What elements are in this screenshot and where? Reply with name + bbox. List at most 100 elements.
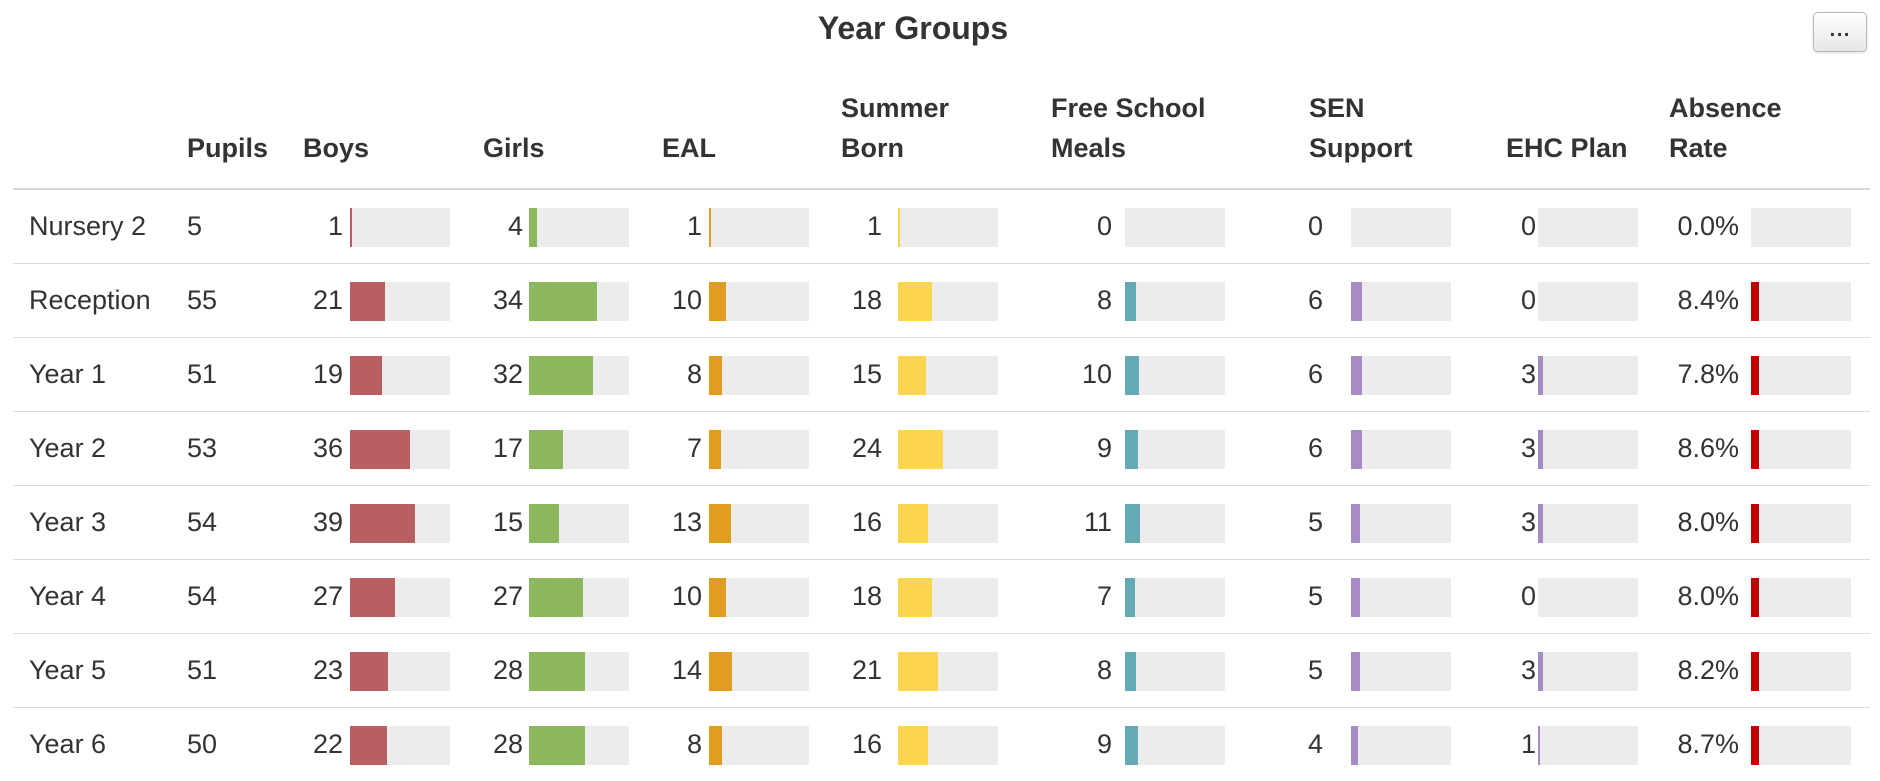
absence-bar (1751, 356, 1851, 395)
table-row[interactable]: Year 4 54 27 27 10 18 7 5 0 8.0% (13, 560, 1870, 634)
year-groups-table: Pupils Boys Girls EAL Summer Born Free Sc… (13, 80, 1870, 781)
ehc-bar (1538, 208, 1638, 247)
ehc-bar (1538, 652, 1638, 691)
fsm-value: 8 (1096, 655, 1112, 685)
summer-bar-fill (898, 208, 900, 247)
girls-bar-fill (529, 282, 597, 321)
girls-bar-fill (529, 504, 559, 543)
fsm-bar-fill (1125, 504, 1141, 543)
eal-bar (709, 356, 809, 395)
fsm-bar-fill (1125, 726, 1138, 765)
ehc-bar-fill (1538, 504, 1544, 543)
sen-value: 5 (1307, 655, 1323, 685)
pupils-count: 5 (187, 211, 203, 241)
table-row[interactable]: Year 6 50 22 28 8 16 9 4 1 8.7% (13, 708, 1870, 781)
ehc-bar (1538, 578, 1638, 617)
table-row[interactable]: Year 2 53 36 17 7 24 9 6 3 8.6% (13, 412, 1870, 486)
table-body: Nursery 2 5 1 4 1 1 0 0 0 0.0% Reception 55 21 34 10 18… (13, 190, 1870, 781)
absence-bar-fill (1751, 578, 1759, 617)
eal-bar-fill (709, 356, 723, 395)
absence-bar-fill (1751, 652, 1759, 691)
summer-bar-fill (898, 652, 938, 691)
fsm-bar (1125, 578, 1225, 617)
boys-bar-fill (350, 356, 382, 395)
ehc-value: 3 (1520, 433, 1536, 463)
summer-bar (898, 430, 998, 469)
boys-value: 23 (312, 655, 343, 685)
header-free-school-meals[interactable]: Free School Meals (1051, 93, 1206, 163)
eal-bar-fill (709, 652, 733, 691)
header-ehc-plan[interactable]: EHC Plan (1506, 133, 1628, 163)
summer-bar-fill (898, 430, 944, 469)
girls-value: 28 (492, 655, 523, 685)
summer-bar (898, 208, 998, 247)
ehc-bar (1538, 282, 1638, 321)
ehc-value: 1 (1520, 729, 1536, 759)
sen-bar-fill (1351, 356, 1362, 395)
fsm-bar (1125, 726, 1225, 765)
girls-value: 34 (492, 285, 523, 315)
header-sen-support[interactable]: SEN Support (1309, 93, 1413, 163)
table-header: Pupils Boys Girls EAL Summer Born Free Sc… (13, 80, 1870, 190)
summer-value: 16 (851, 729, 882, 759)
summer-bar (898, 578, 998, 617)
ehc-bar-fill (1538, 726, 1540, 765)
summer-bar-fill (898, 578, 932, 617)
absence-value: 7.8% (1677, 359, 1739, 389)
table-row[interactable]: Reception 55 21 34 10 18 8 6 0 8.4% (13, 264, 1870, 338)
girls-bar-fill (529, 578, 583, 617)
girls-bar (529, 430, 629, 469)
girls-bar (529, 282, 629, 321)
header-eal[interactable]: EAL (662, 133, 716, 163)
summer-value: 1 (866, 211, 882, 241)
absence-bar-fill (1751, 282, 1759, 321)
eal-bar-fill (709, 282, 726, 321)
summer-bar-fill (898, 726, 929, 765)
table-row[interactable]: Nursery 2 5 1 4 1 1 0 0 0 0.0% (13, 190, 1870, 264)
boys-bar-fill (350, 578, 395, 617)
boys-bar-fill (350, 504, 415, 543)
sen-value: 6 (1307, 359, 1323, 389)
table-row[interactable]: Year 3 54 39 15 13 16 11 5 3 8.0% (13, 486, 1870, 560)
header-summer-born[interactable]: Summer Born (841, 93, 950, 163)
boys-bar (350, 356, 450, 395)
year-group-label: Year 6 (29, 729, 107, 759)
girls-value: 17 (492, 433, 523, 463)
fsm-bar-fill (1125, 430, 1138, 469)
sen-bar (1351, 430, 1451, 469)
header-boys[interactable]: Boys (303, 133, 370, 163)
boys-bar-fill (350, 208, 352, 247)
summer-bar (898, 726, 998, 765)
fsm-bar (1125, 282, 1225, 321)
table-row[interactable]: Year 5 51 23 28 14 21 8 5 3 8.2% (13, 634, 1870, 708)
eal-bar (709, 726, 809, 765)
sen-bar-fill (1351, 282, 1362, 321)
ehc-bar (1538, 504, 1638, 543)
absence-value: 0.0% (1677, 211, 1739, 241)
header-absence-rate[interactable]: Absence Rate (1669, 93, 1782, 163)
summer-value: 18 (851, 285, 882, 315)
eal-bar-fill (709, 208, 711, 247)
boys-value: 27 (312, 581, 343, 611)
summer-bar-fill (898, 356, 927, 395)
table-row[interactable]: Year 1 51 19 32 8 15 10 6 3 7.8% (13, 338, 1870, 412)
ehc-value: 0 (1520, 581, 1536, 611)
ehc-bar-fill (1538, 356, 1544, 395)
fsm-bar (1125, 504, 1225, 543)
sen-bar-fill (1351, 504, 1361, 543)
fsm-value: 8 (1096, 285, 1112, 315)
sen-bar (1351, 208, 1451, 247)
summer-value: 15 (851, 359, 882, 389)
girls-bar (529, 504, 629, 543)
eal-value: 10 (671, 285, 702, 315)
eal-bar (709, 282, 809, 321)
sen-bar-fill (1351, 430, 1362, 469)
header-girls[interactable]: Girls (483, 133, 545, 163)
header-pupils[interactable]: Pupils (187, 133, 269, 163)
girls-value: 28 (492, 729, 523, 759)
girls-bar (529, 208, 629, 247)
boys-bar (350, 282, 450, 321)
summer-bar-fill (898, 504, 929, 543)
sen-bar (1351, 652, 1451, 691)
options-menu-button[interactable]: ... (1813, 12, 1867, 52)
